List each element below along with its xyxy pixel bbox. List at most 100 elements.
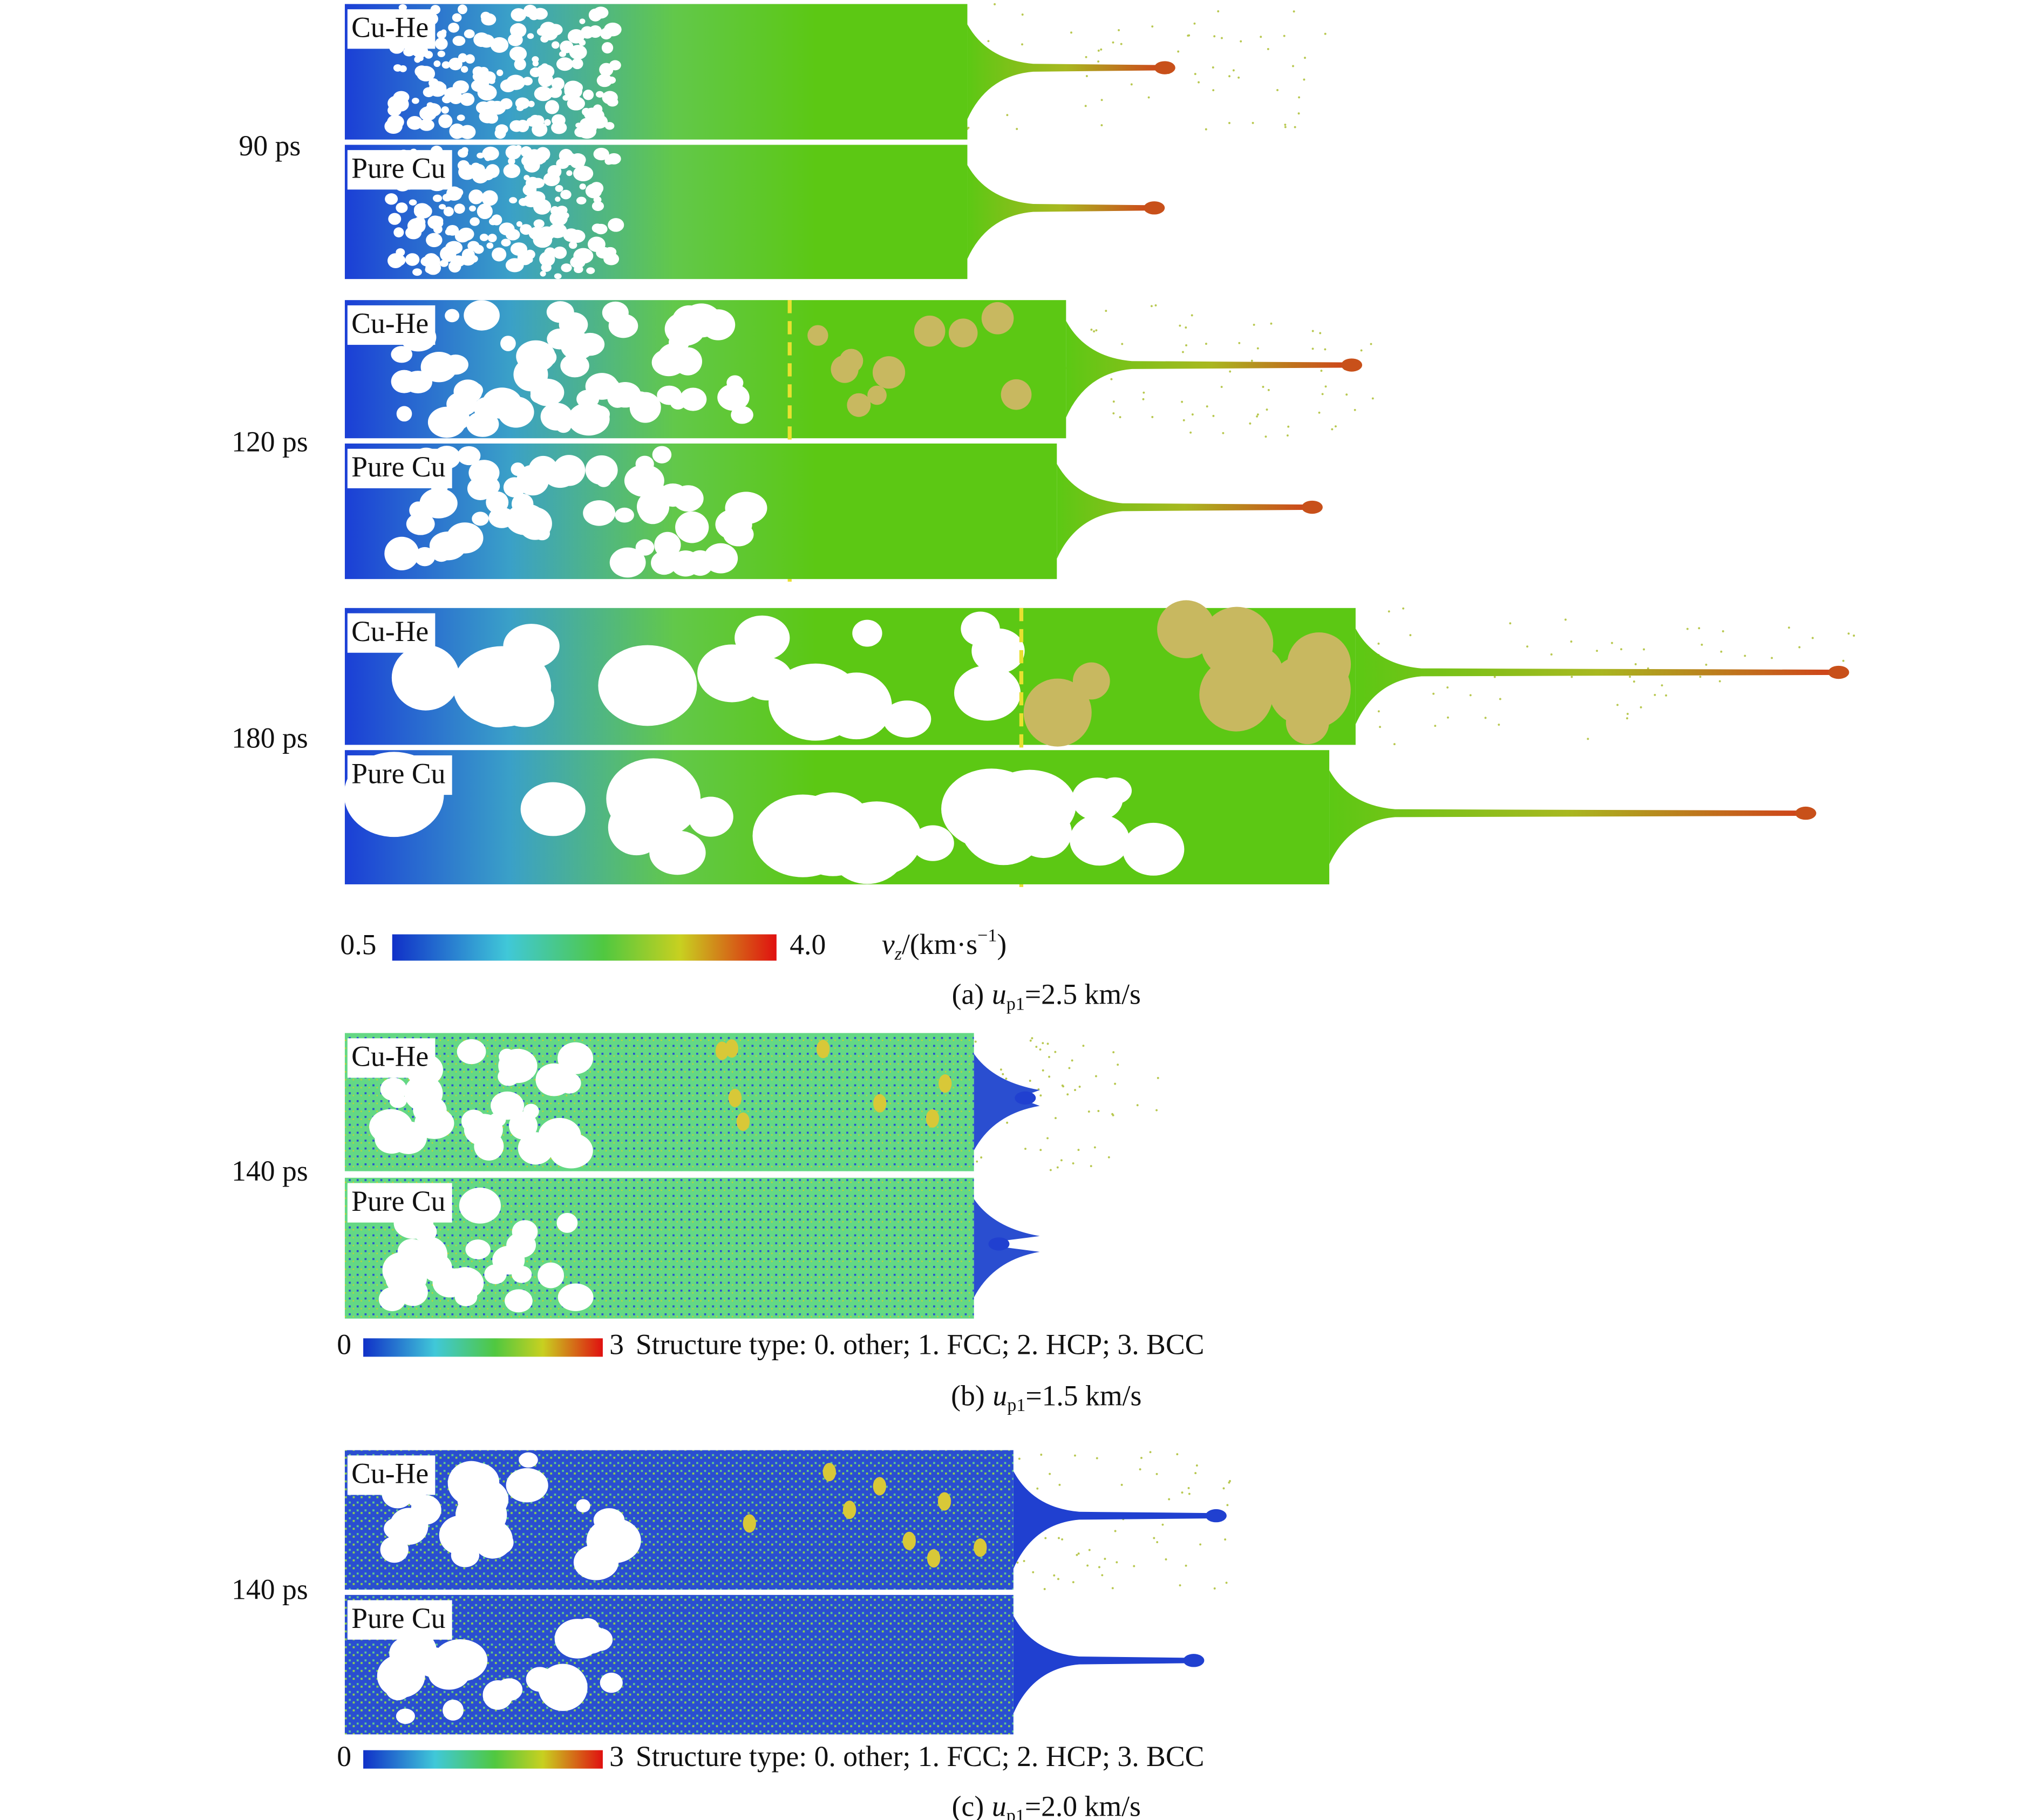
void [472,66,484,77]
he-bubble [867,385,887,405]
void [414,56,421,63]
void [555,418,572,433]
ejected-particle [1002,1073,1004,1075]
ejected-particle [1029,1080,1031,1082]
void [601,42,614,54]
ejected-particle [1212,66,1214,69]
ejected-particle [1024,1148,1026,1150]
void [516,105,524,111]
void [551,41,560,49]
value: =2.5 km/s [1025,978,1141,1011]
ejected-particle [1181,1491,1184,1494]
ejected-particle [1360,349,1363,352]
void [630,391,651,411]
ejected-particle [1193,22,1196,25]
void [457,446,481,466]
ejected-particle [1082,1045,1085,1047]
sample-image [344,1594,1205,1735]
void [635,455,654,473]
void [515,145,522,151]
void [452,13,462,22]
colorbar-label: Structure type: 0. other; 1. FCC; 2. HCP… [636,1328,1204,1361]
sample-label: Pure Cu [351,451,445,483]
ejected-particle [1287,425,1290,428]
value: =2.0 km/s [1025,1790,1141,1820]
unit: /(km·s [902,928,977,960]
void [573,166,594,181]
ejected-particle [1446,686,1449,689]
void [391,254,406,267]
void [473,32,490,47]
void [533,219,545,228]
ejected-particle [1212,414,1215,417]
void [509,23,527,38]
void [596,247,611,259]
void [482,1680,513,1710]
void [389,1094,407,1108]
void [576,1499,590,1512]
void [477,203,493,220]
void [568,403,610,436]
ejected-particle [1074,1089,1076,1092]
colorbar [363,1338,603,1357]
ejected-particle [1062,1085,1065,1088]
void [557,1042,594,1074]
ejected-particle [1811,637,1814,639]
void [607,97,618,107]
caption: (b) up1=1.5 km/s [951,1380,1141,1415]
ejected-particle [1097,49,1100,52]
ejected-particle [1220,386,1223,388]
ejected-particle [1185,326,1187,329]
void [834,814,873,850]
ejected-particle [1345,393,1348,396]
spike-jet [967,24,1165,119]
sample-label-bg [347,1455,436,1495]
ejected-particle [1686,628,1689,630]
void [593,147,609,161]
void [405,253,420,266]
ejected-particle [1260,36,1262,38]
ejected-particle [1121,343,1124,345]
void [399,65,407,72]
ejected-particle [1100,48,1103,51]
void [520,146,532,158]
ejected-particle [1085,75,1088,77]
ejected-particle [1206,405,1208,408]
void [440,29,447,36]
ejected-particle [1053,1574,1056,1577]
bulk-material [344,1450,1014,1590]
ejected-particle [1035,1046,1038,1048]
ejected-particle [1354,408,1356,411]
ejected-particle [1048,1075,1051,1078]
ejected-particle [1093,330,1096,333]
sub: p1 [1007,1395,1025,1415]
ejected-particle [1111,1587,1114,1590]
he-bubble [822,1463,836,1482]
void [503,163,521,179]
ejected-particle [1057,1578,1059,1580]
void [506,151,513,156]
void [576,332,605,356]
ejected-particle [1194,73,1196,76]
he-bubble [873,1477,887,1496]
ejected-particle [1232,69,1235,72]
void [406,116,423,130]
sub: p1 [1007,994,1025,1014]
ejected-particle [1331,428,1334,431]
ejected-particle [1393,743,1396,746]
sample-label: Pure Cu [351,1185,445,1217]
void [961,611,1000,646]
ejected-particle [1270,322,1273,325]
void [505,1289,533,1313]
void [516,465,549,496]
close: ) [997,928,1007,960]
void [645,480,665,499]
ejected-particle [1048,1055,1050,1058]
void [560,354,589,378]
ejected-particle [1061,1538,1064,1540]
he-bubble [728,1088,742,1107]
jet-tip [1183,1654,1205,1667]
value: =1.5 km/s [1025,1380,1141,1412]
void [438,114,453,128]
ejected-particle [1095,329,1098,332]
